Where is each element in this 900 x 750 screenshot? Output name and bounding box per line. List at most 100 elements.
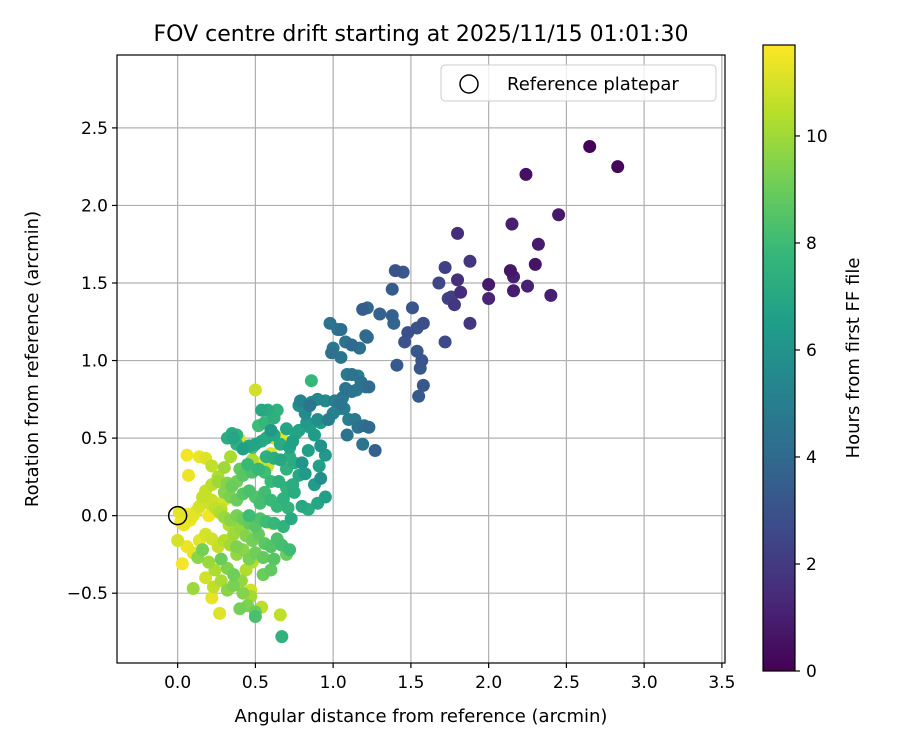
data-point [454,285,468,299]
data-point [213,606,227,620]
data-point [345,338,359,352]
x-tick-label: 3.0 [631,673,658,693]
data-point [227,568,241,582]
data-point [248,609,262,623]
data-point [438,260,452,274]
y-tick-label: 1.5 [81,274,108,294]
data-point [273,453,287,467]
data-point [373,307,387,321]
data-point [286,434,300,448]
data-point [583,140,597,154]
data-point [236,586,250,600]
data-point [368,444,382,458]
data-point [451,226,465,240]
data-point [385,282,399,296]
data-point [275,630,289,644]
colorbar-tick-label: 2 [806,555,817,575]
x-tick-label: 1.0 [320,673,347,693]
data-point [202,555,216,569]
data-point [236,442,250,456]
reference-platepar-marker [167,505,188,526]
data-point [279,422,293,436]
data-point [503,264,517,278]
data-point [227,431,241,445]
data-point [273,608,287,622]
data-point [214,574,228,588]
data-point [303,399,317,413]
data-point [252,462,266,476]
data-point [267,552,281,566]
data-point [304,374,318,388]
y-tick-label: 2.5 [81,119,108,139]
colorbar-label: Hours from first FF file [843,258,864,459]
data-point [507,284,521,298]
colorbar-frame [762,44,796,672]
colorbar-tick-label: 8 [806,234,817,254]
y-axis-label: Rotation from reference (arcmin) [22,211,43,507]
colorbar-tick-label: 0 [806,662,817,682]
data-point [325,346,339,360]
data-point [531,237,545,251]
colorbar-ticks: 0 2 4 6 8 10 [795,127,828,682]
data-point [528,257,542,271]
data-point [345,368,359,382]
data-point [362,380,376,394]
data-point [287,485,301,499]
data-point [224,450,238,464]
data-point [272,475,286,489]
data-point [182,468,196,482]
x-axis: 0.0 0.5 1.0 1.5 2.0 2.5 3.0 3.5 [164,663,735,693]
data-point [314,471,328,485]
data-point [438,335,452,349]
x-axis-label: Angular distance from reference (arcmin) [235,706,608,727]
colorbar-tick-label: 6 [806,341,817,361]
data-point [217,461,231,475]
data-point [283,543,297,557]
data-point [172,506,186,520]
grid [117,55,725,663]
data-point [314,439,328,453]
data-point [205,591,219,605]
data-point [284,512,298,526]
data-point [295,499,309,513]
data-point [385,309,399,323]
data-point [199,571,213,585]
data-point [519,167,533,181]
x-tick-label: 2.0 [475,673,502,693]
data-point [362,420,376,434]
data-point [356,437,370,451]
data-point [177,518,191,532]
data-point [415,354,429,368]
data-point [552,208,566,222]
data-point [233,602,247,616]
data-point [416,378,430,392]
scatter-points [171,140,625,644]
data-point [276,492,290,506]
chart-title: FOV centre drift starting at 2025/11/15 … [154,22,689,47]
data-point [241,457,255,471]
legend-box [440,64,717,102]
data-point [416,316,430,330]
data-point [360,330,374,344]
data-point [447,298,461,312]
data-point [334,323,348,337]
y-tick-label: 1.0 [81,352,108,372]
data-point [340,428,354,442]
data-point [323,316,337,330]
data-point [505,217,519,231]
data-point [318,490,332,504]
colorbar-gradient [763,45,795,671]
data-point [412,389,426,403]
data-point [225,479,239,493]
data-point [242,484,256,498]
y-axis: −0.5 0.0 0.5 1.0 1.5 2.0 2.5 [67,119,117,604]
data-point [175,557,189,571]
data-point [401,326,415,340]
x-tick-label: 0.5 [242,673,269,693]
legend: Reference platepar [440,64,717,102]
data-point [388,264,402,278]
x-tick-label: 1.5 [397,673,424,693]
y-tick-label: 0.5 [81,429,108,449]
data-point [321,412,335,426]
